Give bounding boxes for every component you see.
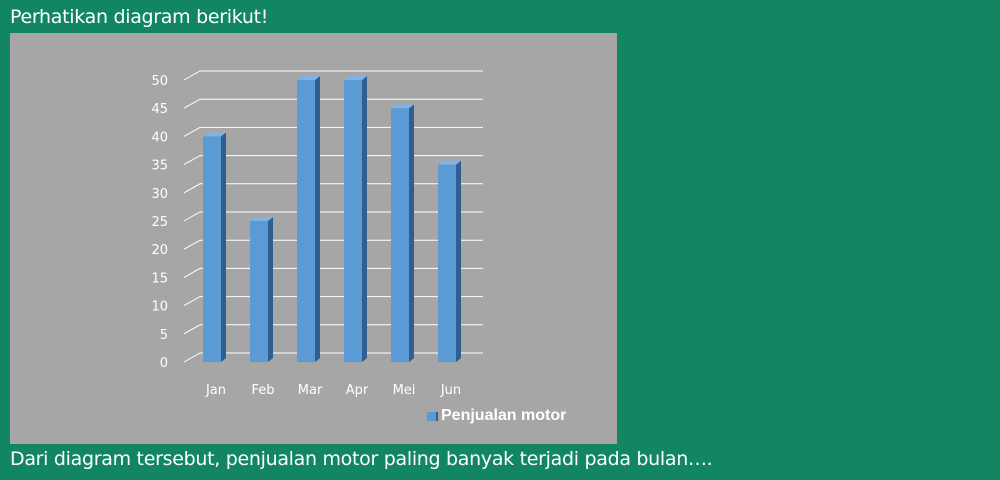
x-tick-label: Apr	[346, 383, 369, 398]
y-tick-label: 20	[151, 243, 168, 258]
bar	[250, 217, 273, 362]
y-axis-ticks: 0 5 10 15 20 25 30 35 40 45 50	[151, 74, 168, 371]
gridline	[183, 324, 483, 335]
bar	[438, 160, 461, 362]
gridline	[183, 70, 483, 81]
bar	[203, 132, 226, 362]
bars	[203, 76, 461, 362]
x-tick-label: Jun	[440, 383, 461, 398]
gridline	[183, 126, 483, 137]
bar-front	[250, 221, 268, 362]
y-tick-label: 50	[151, 74, 168, 89]
gridline	[183, 239, 483, 250]
bar-top	[344, 76, 367, 80]
bar-top	[203, 132, 226, 137]
y-tick-label: 25	[151, 215, 168, 230]
gridline	[183, 296, 483, 307]
y-tick-label: 0	[160, 356, 168, 371]
gridline	[183, 183, 483, 194]
gridline	[183, 267, 483, 278]
y-tick-label: 30	[151, 187, 168, 202]
bar-side	[456, 160, 461, 362]
x-tick-label: Feb	[251, 383, 274, 398]
bar-top	[391, 104, 414, 109]
y-tick-label: 40	[151, 130, 168, 145]
legend-label: Penjualan motor	[441, 407, 567, 424]
x-tick-label: Mar	[298, 383, 323, 398]
bar-side	[362, 76, 367, 362]
chart-panel: 0 5 10 15 20 25 30 35 40 45 50 Jan Feb Mar Apr Mei Jun …	[10, 33, 617, 444]
gridline	[183, 352, 483, 363]
bar-chart: 0 5 10 15 20 25 30 35 40 45 50 Jan Feb Mar Apr Mei Jun	[151, 70, 483, 398]
y-tick-label: 10	[151, 300, 168, 315]
question-title: Perhatikan diagram berikut!	[10, 6, 269, 28]
y-tick-label: 15	[151, 271, 168, 286]
question-text: Dari diagram tersebut, penjualan motor p…	[10, 448, 713, 470]
gridline	[183, 155, 483, 166]
bar-side	[409, 104, 414, 362]
y-tick-label: 5	[160, 328, 168, 343]
legend: Penjualan motor	[427, 407, 566, 425]
x-axis-ticks: Jan Feb Mar Apr Mei Jun	[205, 383, 461, 398]
bar-front	[344, 80, 362, 362]
gridlines	[183, 70, 483, 363]
bar-side	[315, 76, 320, 362]
bar-front	[391, 108, 409, 362]
y-tick-label: 45	[151, 102, 168, 117]
bar-front	[203, 136, 221, 362]
bar-front	[297, 80, 315, 362]
x-tick-label: Jan	[205, 383, 226, 398]
y-tick-label: 35	[151, 159, 168, 174]
bar	[344, 76, 367, 362]
bar-top	[250, 217, 273, 221]
bar-top	[438, 160, 461, 165]
bar-front	[438, 164, 456, 362]
gridline	[183, 98, 483, 109]
legend-swatch	[427, 411, 438, 421]
bar-top	[297, 76, 320, 80]
x-tick-label: Mei	[393, 383, 416, 398]
gridline	[183, 211, 483, 222]
bar	[297, 76, 320, 362]
bar	[391, 104, 414, 362]
bar-side	[221, 132, 226, 362]
bar-side	[268, 217, 273, 362]
